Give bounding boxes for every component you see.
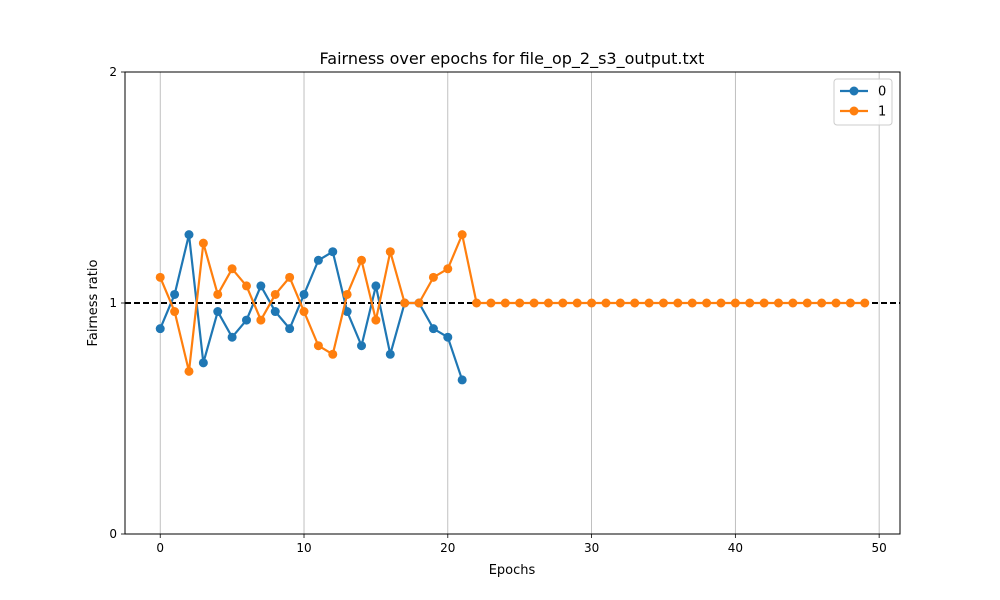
y-tick-label: 1 [109,296,117,310]
data-point [759,298,769,308]
data-point [615,298,625,308]
data-point [184,366,194,376]
data-point [170,289,180,299]
x-tick-label: 30 [584,541,599,555]
data-point [457,230,467,240]
series-0 [155,230,467,385]
legend-entry: 1 [840,105,886,120]
data-point [414,298,424,308]
data-point [774,298,784,308]
data-point [400,298,410,308]
data-point [241,281,251,291]
data-point [198,358,208,368]
data-point [328,349,338,359]
data-point [256,281,266,291]
data-point [385,349,395,359]
data-point [687,298,697,308]
data-point [802,298,812,308]
legend: 01 [833,78,893,126]
legend-entry: 0 [840,85,886,100]
data-point [213,289,223,299]
data-point [529,298,539,308]
chart-title: Fairness over epochs for file_op_2_s3_ou… [320,49,705,69]
data-point [601,298,611,308]
data-point [299,289,309,299]
x-tick-label: 0 [156,541,164,555]
data-point [630,298,640,308]
data-point [457,375,467,385]
data-point [860,298,870,308]
data-point [658,298,668,308]
data-point [788,298,798,308]
data-point [285,324,295,334]
data-point [155,272,165,282]
data-point [745,298,755,308]
data-point [702,298,712,308]
data-point [184,230,194,240]
data-point [572,298,582,308]
data-point [342,307,352,317]
x-tick-label: 20 [440,541,455,555]
data-point [357,341,367,351]
data-point [385,247,395,257]
data-point [170,307,180,317]
data-point [342,289,352,299]
data-point [845,298,855,308]
legend-swatch-marker [849,106,859,116]
y-tick-label: 2 [109,65,117,79]
data-point [515,298,525,308]
legend-label: 0 [878,85,886,100]
data-point [371,315,381,325]
data-point [500,298,510,308]
data-point [270,307,280,317]
x-tick-label: 10 [296,541,311,555]
data-point [673,298,683,308]
data-point [285,272,295,282]
series-layer [155,230,870,385]
legend-label: 1 [878,105,886,120]
data-point [644,298,654,308]
data-point [428,272,438,282]
data-point [299,307,309,317]
data-point [198,238,208,248]
data-point [716,298,726,308]
x-tick-label: 40 [728,541,743,555]
y-tick-label: 0 [109,527,117,541]
data-point [558,298,568,308]
data-point [472,298,482,308]
x-tick-label: 50 [872,541,887,555]
data-point [428,324,438,334]
data-point [270,289,280,299]
data-point [443,332,453,342]
data-point [443,264,453,274]
data-point [371,281,381,291]
data-point [357,255,367,265]
data-point [313,341,323,351]
y-axis-label: Fairness ratio [86,260,101,347]
data-point [486,298,496,308]
series-1 [155,230,870,376]
data-point [817,298,827,308]
data-point [328,247,338,257]
legend-swatch-marker [849,86,859,96]
data-point [213,307,223,317]
data-point [313,255,323,265]
data-point [543,298,553,308]
data-point [241,315,251,325]
data-point [155,324,165,334]
data-point [730,298,740,308]
data-point [256,315,266,325]
data-point [831,298,841,308]
data-point [587,298,597,308]
data-point [227,264,237,274]
x-axis-label: Epochs [489,563,536,578]
data-point [227,332,237,342]
